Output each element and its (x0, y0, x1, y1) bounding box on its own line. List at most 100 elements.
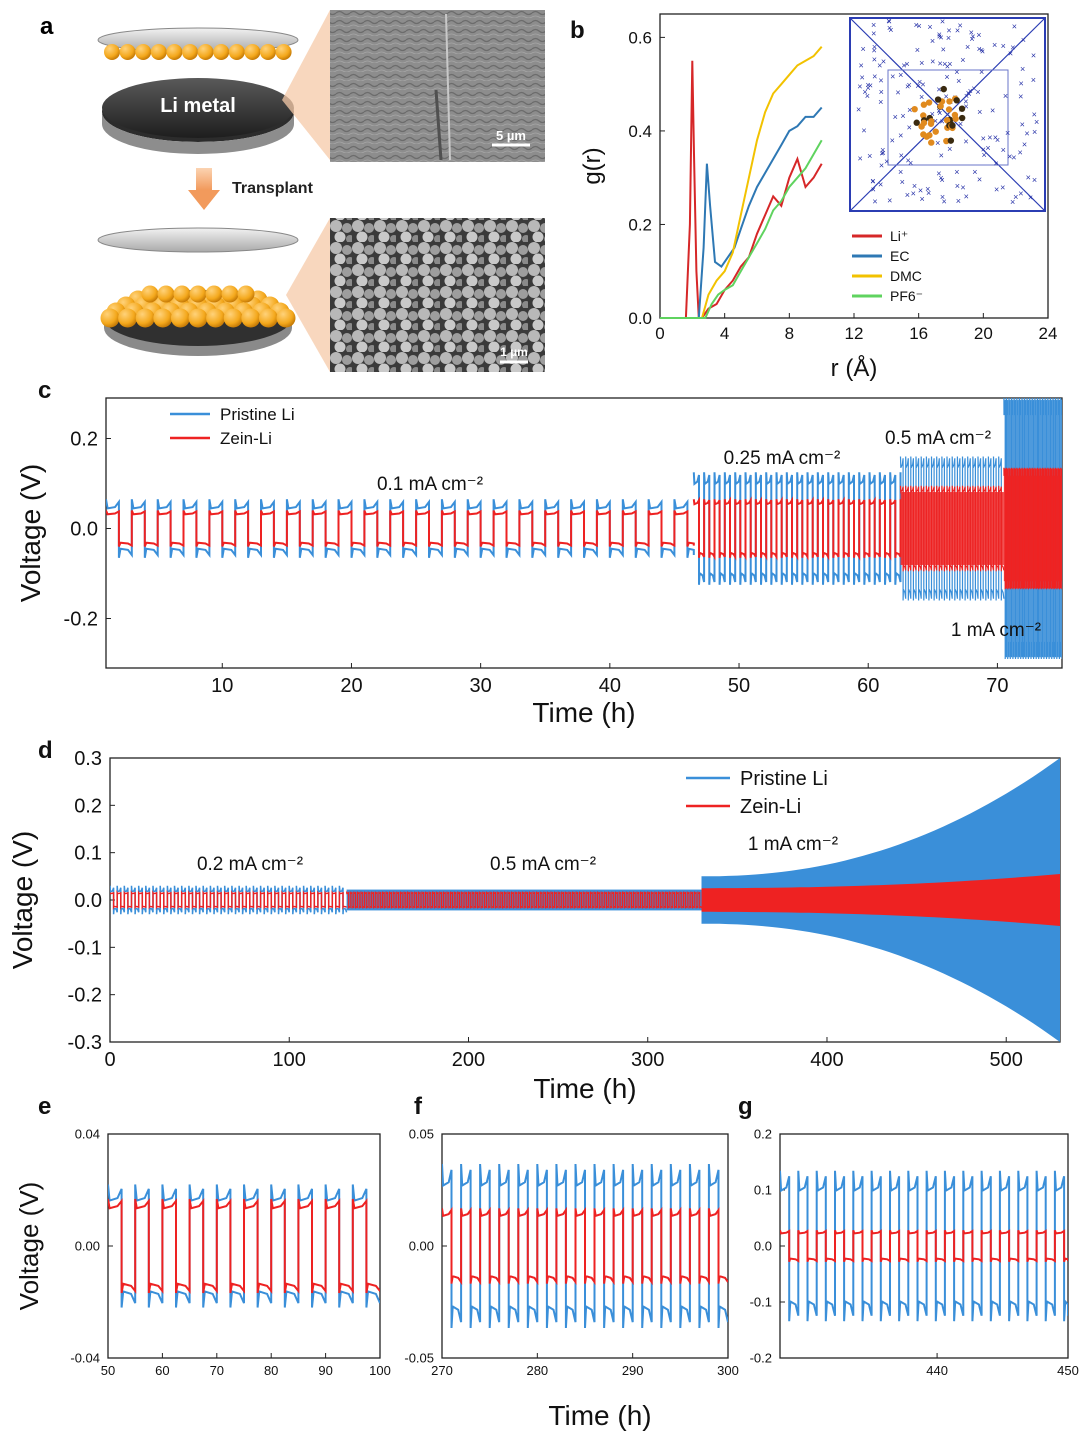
svg-text:×: × (941, 44, 946, 54)
y-tick-label: -0.1 (750, 1295, 772, 1310)
svg-text:×: × (865, 91, 870, 101)
svg-text:×: × (899, 151, 904, 161)
chart-c-voltage-rate: 10 20 30 40 50 60 70 -0.2 0.0 0.2 Time (h) Voltage … (15, 377, 1063, 728)
li-metal-disc-edge (102, 112, 294, 154)
x-tick-label: 12 (845, 324, 864, 343)
zein-particle (223, 308, 243, 328)
svg-text:×: × (872, 46, 877, 56)
zein-particle (213, 44, 230, 60)
svg-text:×: × (879, 149, 884, 159)
svg-text:×: × (870, 176, 875, 186)
sem-image-top (330, 10, 545, 162)
zein-particle (153, 308, 173, 328)
svg-text:×: × (887, 195, 892, 205)
svg-text:×: × (879, 160, 884, 170)
x-axis-label: r (Å) (831, 354, 878, 382)
y-tick-label: -0.2 (68, 985, 102, 1007)
svg-text:×: × (938, 32, 943, 42)
svg-text:×: × (914, 20, 919, 30)
y-tick-label: 0.0 (628, 309, 652, 328)
zein-particles-top (104, 44, 292, 60)
svg-text:×: × (919, 194, 924, 204)
svg-text:×: × (920, 80, 925, 90)
svg-text:×: × (912, 181, 917, 191)
legend-c: Pristine Li Zein-Li (170, 405, 295, 448)
y-tick-label: -0.2 (750, 1351, 772, 1366)
x-tick-label: 70 (210, 1363, 224, 1378)
zein-particle (182, 44, 198, 60)
svg-text:×: × (881, 57, 886, 67)
svg-text:×: × (890, 136, 895, 146)
zein-particle (104, 44, 120, 60)
series-ec (660, 106, 823, 319)
zein-particles-bottom (100, 285, 296, 328)
x-tick-label: 20 (974, 324, 993, 343)
svg-text:×: × (907, 105, 912, 115)
svg-text:×: × (960, 55, 965, 65)
svg-text:×: × (877, 60, 882, 70)
zein-particle (276, 308, 296, 328)
svg-text:×: × (937, 30, 942, 40)
transplant-label: Transplant (232, 180, 314, 197)
y-tick-label: 0.00 (409, 1239, 434, 1254)
svg-text:×: × (937, 108, 942, 118)
svg-text:×: × (905, 81, 910, 91)
svg-text:×: × (958, 119, 963, 129)
efg-xlabel: Time (h) (548, 1400, 651, 1431)
current-annotation: 1 mA cm⁻² (748, 834, 838, 855)
svg-text:×: × (925, 184, 930, 194)
x-tick-label: 8 (785, 324, 794, 343)
svg-text:×: × (907, 80, 912, 90)
current-annotation: 0.1 mA cm⁻² (377, 474, 483, 495)
zein-trace (780, 1229, 1068, 1263)
legend-label: EC (890, 248, 909, 264)
svg-text:×: × (939, 150, 944, 160)
x-tick-label: 4 (720, 324, 729, 343)
current-annotation: 0.2 mA cm⁻² (197, 854, 303, 875)
svg-text:×: × (1031, 50, 1036, 60)
svg-text:×: × (1010, 43, 1015, 53)
zein-particle (166, 44, 183, 60)
svg-text:×: × (904, 59, 909, 69)
x-tick-label: 30 (470, 675, 492, 697)
svg-text:×: × (911, 189, 916, 199)
x-tick-label: 90 (318, 1363, 332, 1378)
svg-text:×: × (915, 45, 920, 55)
x-tick-label: 80 (264, 1363, 278, 1378)
svg-text:×: × (860, 44, 865, 54)
zein-particle (205, 285, 223, 303)
svg-text:×: × (858, 154, 863, 164)
svg-text:×: × (968, 86, 973, 96)
svg-text:×: × (901, 60, 906, 70)
svg-text:×: × (995, 135, 1000, 145)
svg-text:×: × (939, 117, 944, 127)
zein-trace (108, 1198, 380, 1294)
svg-text:×: × (858, 61, 863, 71)
panel-label: d (38, 737, 53, 764)
svg-text:×: × (971, 83, 976, 93)
svg-text:×: × (993, 158, 998, 168)
svg-text:×: × (985, 143, 990, 153)
zein-particle (260, 44, 276, 60)
y-tick-label: 0.2 (70, 429, 98, 451)
svg-text:×: × (947, 144, 952, 154)
svg-text:×: × (926, 188, 931, 198)
y-tick-label: 0.0 (754, 1239, 772, 1254)
y-axis-label: Voltage (V) (15, 464, 46, 603)
svg-text:×: × (1021, 35, 1026, 45)
svg-text:×: × (942, 59, 947, 69)
y-tick-label: 0.2 (74, 795, 102, 817)
svg-text:×: × (890, 71, 895, 81)
svg-text:×: × (878, 180, 883, 190)
y-axis-label: g(r) (579, 147, 606, 184)
svg-text:×: × (1020, 119, 1025, 129)
svg-text:×: × (945, 62, 950, 72)
svg-text:×: × (933, 116, 938, 126)
svg-text:×: × (993, 133, 998, 143)
svg-text:×: × (979, 45, 984, 55)
zein-particle (206, 308, 226, 328)
svg-text:×: × (870, 176, 875, 186)
svg-text:×: × (1001, 145, 1006, 155)
svg-text:×: × (1032, 175, 1037, 185)
svg-text:×: × (982, 150, 987, 160)
